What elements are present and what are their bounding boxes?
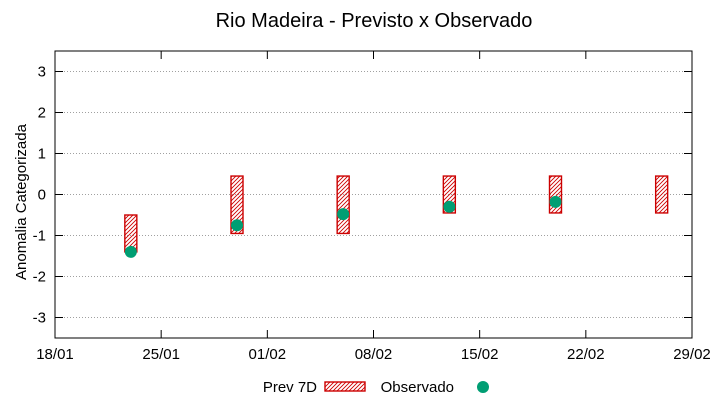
x-tick-label: 25/01 [142, 346, 180, 363]
y-tick-label: -2 [33, 269, 46, 286]
y-tick-label: 1 [38, 146, 46, 163]
y-tick-label: -3 [33, 310, 46, 327]
observed-point [124, 245, 137, 258]
observed-point [443, 200, 456, 213]
y-axis-title: Anomalia Categorizada [13, 123, 30, 280]
grid [55, 71, 692, 318]
y-tick-label: 2 [38, 105, 46, 122]
forecast-bar [336, 175, 350, 235]
forecast-bar [230, 175, 244, 235]
observed-point [549, 195, 562, 208]
x-tick-label: 18/01 [36, 346, 74, 363]
legend-swatch-prev7d [324, 381, 366, 392]
x-tick-label: 29/02 [673, 346, 711, 363]
x-tick-label: 01/02 [249, 346, 287, 363]
y-tick-label: 0 [38, 187, 46, 204]
legend-label-prev7d: Prev 7D [263, 379, 317, 396]
observed-point [337, 208, 350, 221]
plot-area [124, 175, 669, 258]
legend-swatch-observado [477, 381, 489, 393]
legend-label-observado: Observado [381, 379, 454, 396]
y-tick-label: 3 [38, 64, 46, 81]
forecast-bar [654, 175, 669, 214]
chart-title: Rio Madeira - Previsto x Observado [216, 10, 533, 32]
observed-point [231, 219, 243, 232]
legend: Prev 7D Observado [263, 379, 489, 396]
x-tick-label: 08/02 [355, 346, 393, 363]
axes: -3 -2 -1 0 1 2 3 18/01 25/01 01/02 08/02 15/02 22/02… [33, 50, 711, 363]
y-tick-label: -1 [33, 228, 46, 245]
x-tick-label: 22/02 [567, 346, 605, 363]
plot-border [54, 50, 693, 339]
x-tick-label: 15/02 [461, 346, 499, 363]
